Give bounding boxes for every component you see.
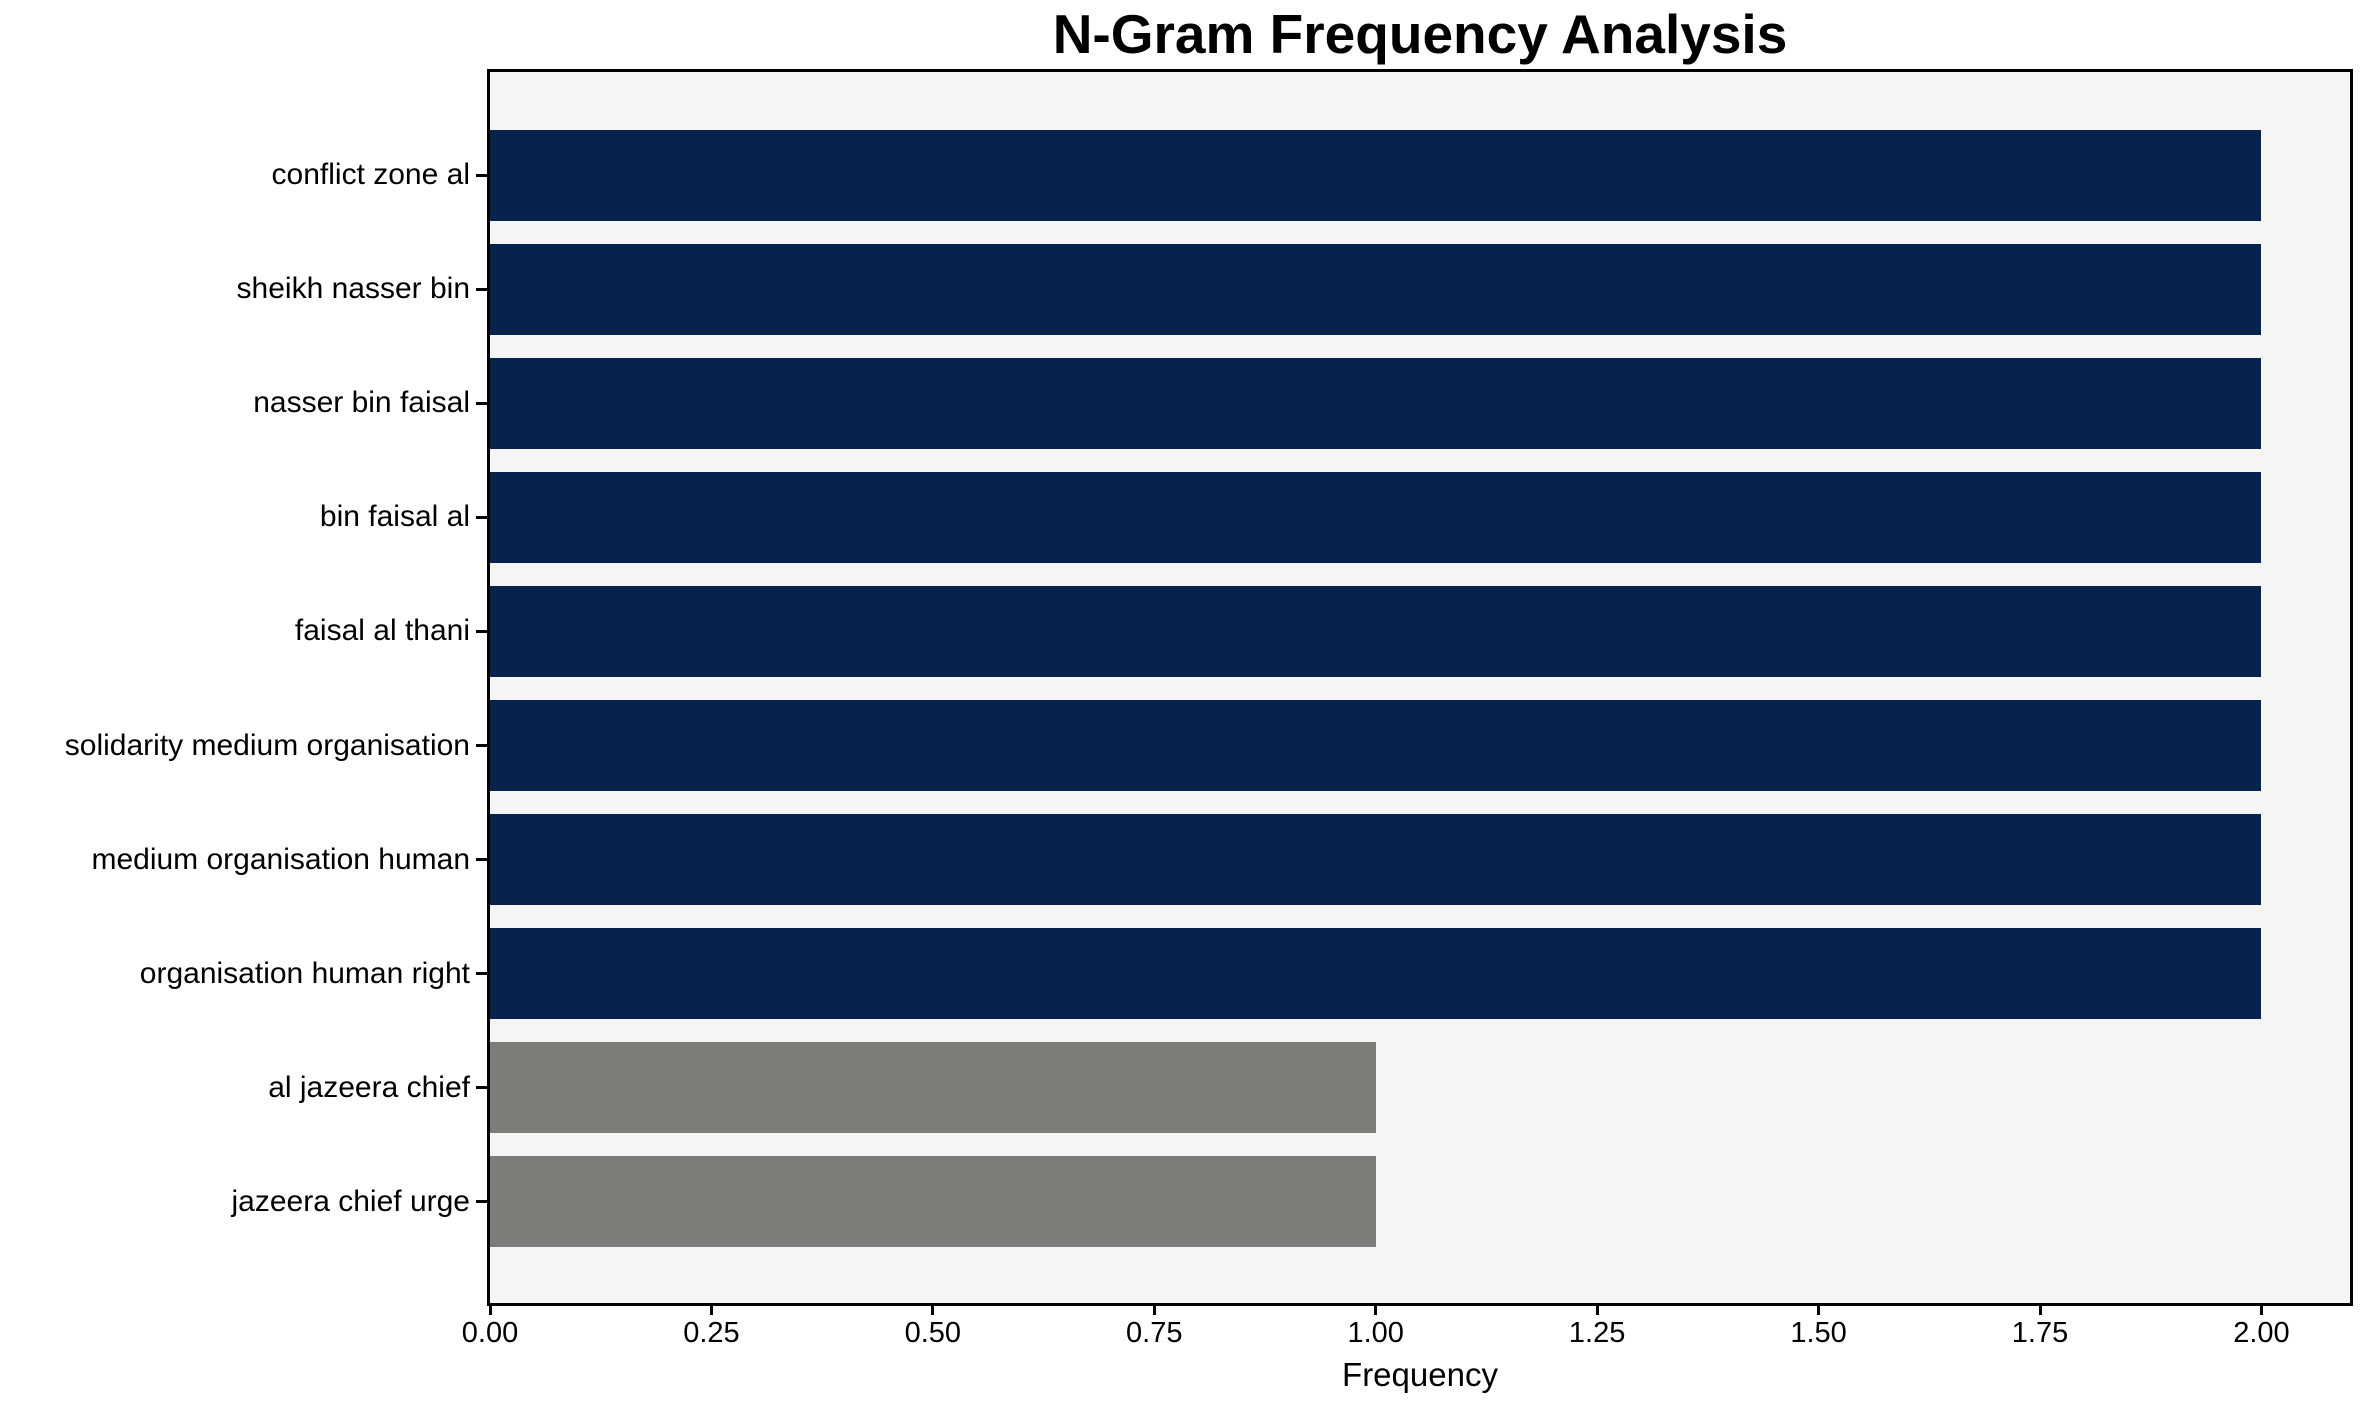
y-axis-label: bin faisal al bbox=[319, 500, 470, 534]
x-tick-mark bbox=[1152, 1303, 1156, 1315]
y-tick-mark bbox=[476, 744, 488, 747]
y-tick-mark bbox=[476, 1086, 488, 1090]
x-tick-label: 1.50 bbox=[1790, 1317, 1847, 1349]
y-axis-label: jazeera chief urge bbox=[231, 1184, 470, 1218]
x-axis-title: Frequency bbox=[1342, 1356, 1498, 1393]
y-axis-label: organisation human right bbox=[139, 956, 470, 990]
y-axis-label: faisal al thani bbox=[294, 614, 470, 648]
y-axis-label: medium organisation human bbox=[91, 842, 470, 876]
x-tick-label: 1.75 bbox=[2011, 1317, 2069, 1349]
bar-organisation-human-right bbox=[490, 928, 2262, 1020]
bar-jazeera-chief-urge bbox=[490, 1156, 1376, 1248]
x-tick-mark bbox=[2038, 1303, 2042, 1315]
y-axis-label: al jazeera chief bbox=[268, 1070, 470, 1104]
x-tick-label: 1.00 bbox=[1347, 1317, 1404, 1349]
bar-medium-organisation-human bbox=[490, 814, 2262, 906]
bar-bin-faisal-al bbox=[490, 471, 2262, 563]
y-tick-mark bbox=[476, 972, 488, 976]
x-tick-label: 0.00 bbox=[461, 1317, 519, 1349]
bar-conflict-zone-al bbox=[490, 129, 2262, 221]
x-tick-mark bbox=[1374, 1303, 1378, 1315]
x-tick-mark bbox=[2259, 1303, 2263, 1315]
x-tick-label: 0.75 bbox=[1126, 1317, 1183, 1349]
x-tick-mark bbox=[1595, 1303, 1599, 1315]
y-tick-mark bbox=[476, 858, 488, 862]
y-tick-mark bbox=[476, 515, 488, 519]
x-tick-label: 1.25 bbox=[1568, 1317, 1626, 1349]
y-tick-mark bbox=[476, 287, 488, 291]
bar-solidarity-medium-organisation bbox=[490, 700, 2262, 791]
x-tick-mark bbox=[931, 1303, 935, 1315]
bar-sheikh-nasser-bin bbox=[490, 243, 2262, 335]
bar-faisal-al-thani bbox=[490, 585, 2262, 677]
chart-title: N-Gram Frequency Analysis bbox=[1052, 3, 1788, 65]
x-tick-label: 2.00 bbox=[2233, 1317, 2290, 1349]
y-axis-label: solidarity medium organisation bbox=[64, 728, 470, 762]
y-tick-mark bbox=[476, 629, 488, 633]
x-tick-mark bbox=[1817, 1303, 1821, 1315]
x-tick-label: 0.25 bbox=[683, 1317, 740, 1349]
x-tick-mark bbox=[709, 1303, 713, 1315]
x-tick-label: 0.50 bbox=[904, 1317, 962, 1349]
bar-nasser-bin-faisal bbox=[490, 357, 2262, 449]
y-axis-label: sheikh nasser bin bbox=[236, 272, 470, 306]
y-tick-mark bbox=[476, 173, 488, 177]
y-tick-mark bbox=[476, 1200, 488, 1204]
x-tick-mark bbox=[488, 1303, 492, 1315]
bar-al-jazeera-chief bbox=[490, 1042, 1376, 1134]
y-tick-mark bbox=[476, 401, 488, 405]
y-axis-label: conflict zone al bbox=[271, 158, 470, 191]
y-axis-label: nasser bin faisal bbox=[253, 386, 470, 420]
